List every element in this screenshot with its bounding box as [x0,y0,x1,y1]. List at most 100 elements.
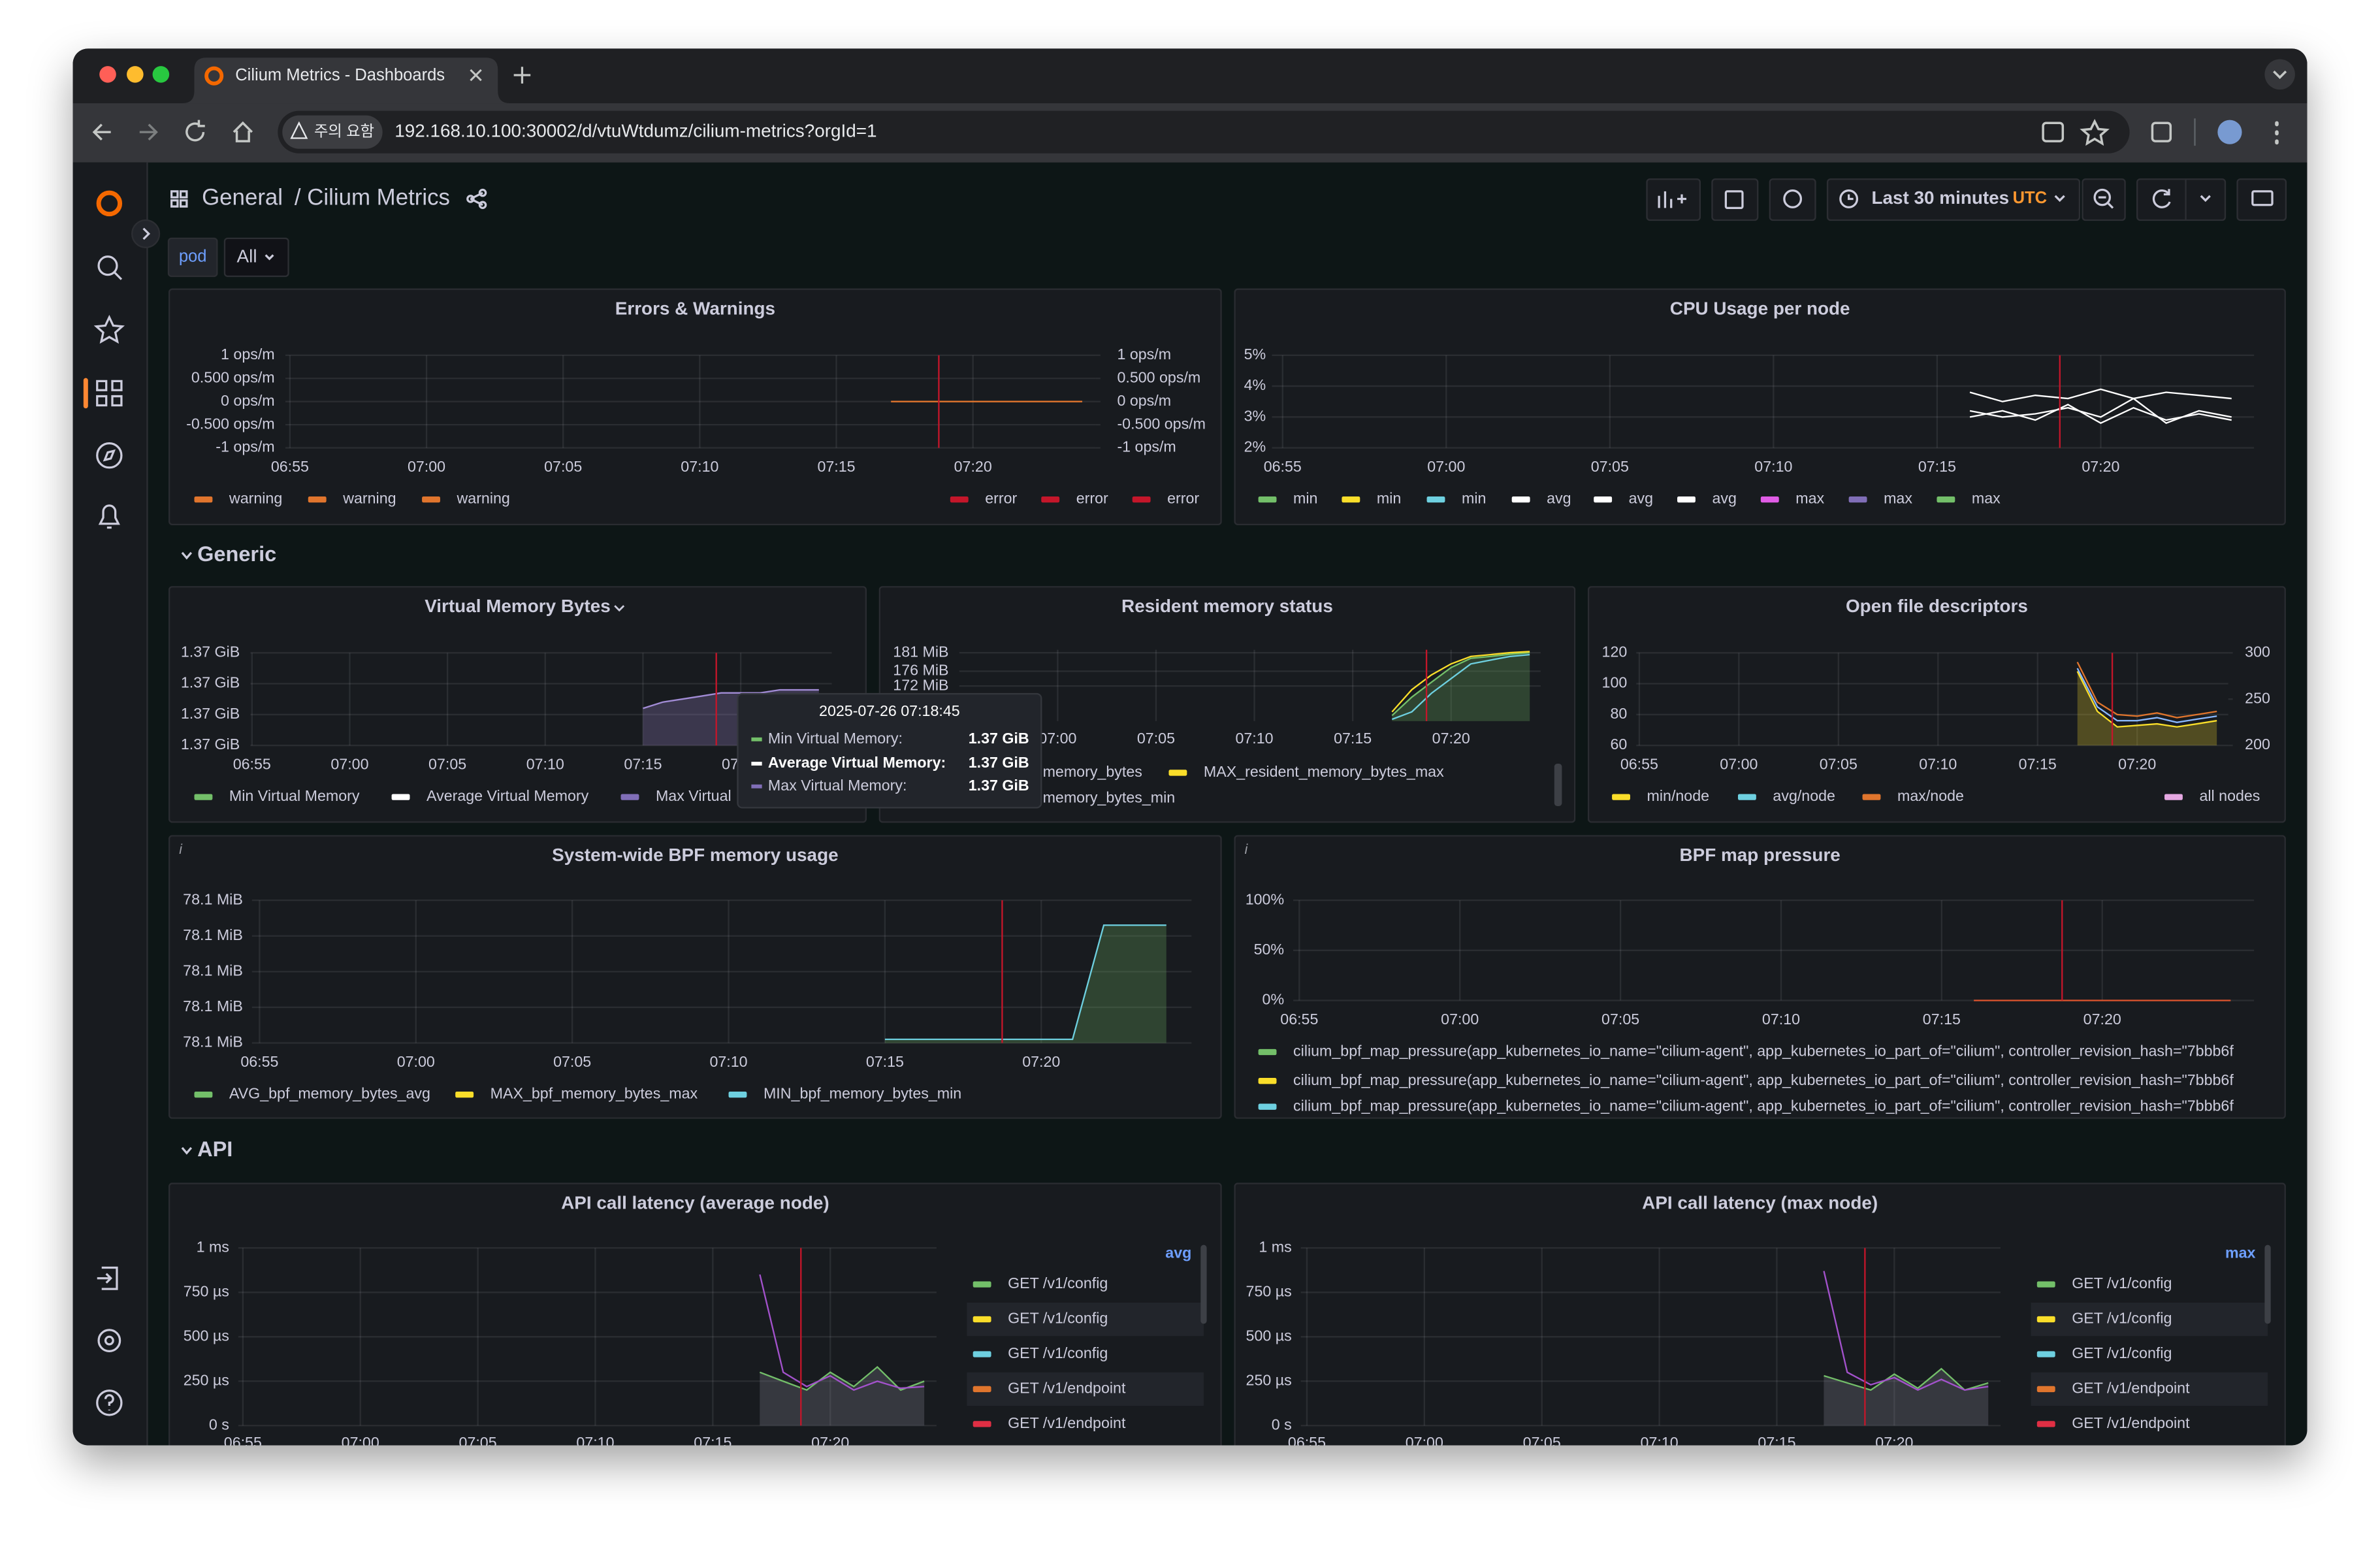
legend-label[interactable]: Min Virtual Memory [229,787,360,804]
legend-label[interactable]: max [1795,490,1824,507]
variable-select[interactable] [223,237,289,278]
security-chip[interactable] [282,115,383,149]
legend-label[interactable]: Average Virtual Memory [426,787,589,804]
legend-label[interactable]: cilium_bpf_map_pressure(app_kubernetes_i… [1293,1097,2234,1114]
forward[interactable] [139,123,158,141]
y-tick-label: 500 µs [1246,1327,1292,1344]
legend-label[interactable]: error [1167,490,1199,507]
x-tick-label: 06:55 [1280,1011,1318,1028]
legend-label[interactable]: max [1972,490,2001,507]
legend-label[interactable]: Max Virtual [656,787,732,804]
legend-label[interactable]: avg [1629,490,1653,507]
save-dashboard[interactable] [1711,178,1759,221]
row-collapse[interactable] [181,1146,193,1155]
variable-value: All [237,246,257,266]
zoom-window[interactable] [152,66,170,83]
legend-label[interactable]: GET /v1/config [1008,1310,1108,1327]
legend-label[interactable]: error [1076,490,1108,507]
legend-label[interactable]: min [1293,490,1317,507]
legend-label[interactable]: min [1377,490,1401,507]
legend-label[interactable]: GET /v1/endpoint [1008,1414,1126,1431]
legend-label[interactable]: min/node [1647,787,1710,804]
legend-swatch [973,1351,991,1357]
legend-label[interactable]: avg/node [1773,787,1835,804]
security-label: 주의 요함 [314,122,374,139]
nav-starred[interactable] [93,314,125,344]
nav-dashboards[interactable] [96,380,123,407]
legend-label[interactable]: max/node [1897,787,1964,804]
variable-label-box [167,237,218,278]
tab-search[interactable] [2264,59,2295,90]
legend-row-highlight [967,1372,1204,1406]
row-title[interactable]: Generic [197,542,276,566]
extensions[interactable] [2151,122,2172,142]
sidebar-expand[interactable] [131,219,161,248]
legend-label[interactable]: warning [229,490,282,507]
nav-search[interactable] [97,255,118,276]
new-tab[interactable] [513,67,531,84]
y-tick-label: 100% [1246,890,1284,907]
legend-label[interactable]: min [1462,490,1486,507]
series-line [643,689,819,709]
translate[interactable] [2042,122,2065,142]
legend-label[interactable]: memory_bytes [1043,763,1142,780]
home[interactable] [233,121,253,142]
legend-label[interactable]: MIN_bpf_memory_bytes_min [764,1085,961,1102]
active-tab[interactable] [182,57,510,104]
legend-label[interactable]: MAX_bpf_memory_bytes_max [490,1085,698,1102]
minimize-window[interactable] [127,66,144,83]
nav-search-handle [114,272,123,280]
panel-info[interactable]: i [1245,842,1249,857]
legend-label[interactable]: warning [342,490,396,507]
legend-label[interactable]: all nodes [2199,787,2260,804]
legend-label[interactable]: GET /v1/config [2072,1310,2172,1327]
bookmark[interactable] [2080,119,2110,146]
legend-label[interactable]: GET /v1/config [1008,1344,1108,1361]
x-tick-label: 07:20 [2083,1011,2121,1028]
panel-info[interactable]: i [179,842,183,857]
legend-label[interactable]: error [985,490,1017,507]
legend-label[interactable]: cilium_bpf_map_pressure(app_kubernetes_i… [1293,1071,2234,1088]
legend-label[interactable]: AVG_bpf_memory_bytes_avg [229,1085,430,1102]
legend-label[interactable]: MAX_resident_memory_bytes_max [1204,763,1444,780]
dashboard-settings[interactable] [1769,178,1816,221]
tab-close[interactable] [470,69,482,82]
legend-swatch [2036,1351,2055,1357]
legend-label[interactable]: memory_bytes_min [1043,789,1176,806]
sidebar [72,162,148,1446]
row-title[interactable]: API [197,1137,233,1161]
back[interactable] [92,123,111,141]
row-collapse[interactable] [181,551,193,560]
legend-label[interactable]: GET /v1/config [2072,1344,2172,1361]
zoom-out[interactable] [2082,178,2126,221]
refresh[interactable] [2136,178,2227,221]
legend-label[interactable]: max [1884,490,1912,507]
legend-label[interactable]: GET /v1/endpoint [2072,1414,2190,1431]
legend-label[interactable]: GET /v1/endpoint [2072,1380,2190,1397]
legend-label[interactable]: avg [1547,490,1571,507]
close-window[interactable] [99,66,116,83]
address-bar[interactable] [278,110,2130,154]
legend-label[interactable]: avg [1712,490,1736,507]
breadcrumb-root[interactable]: General [202,185,283,210]
y-tick-label: 1.37 GiB [181,674,240,691]
time-picker[interactable] [1826,178,2081,221]
add-panel[interactable] [1646,178,1701,221]
panel-body: API call latency (max node) 1 ms 750 µs 500… [1234,1182,2286,1446]
nav-settings[interactable] [97,1329,121,1352]
nav-explore[interactable] [96,442,123,469]
legend-label[interactable]: GET /v1/config [1008,1275,1108,1291]
y-tick-label: -1 ops/m [216,438,274,455]
y-tick-label: -0.500 ops/m [186,415,275,432]
grafana-logo[interactable] [96,190,123,217]
legend-label[interactable]: GET /v1/config [2072,1275,2172,1291]
profile[interactable] [2217,120,2242,144]
legend-label[interactable]: warning [457,490,510,507]
legend-label[interactable]: cilium_bpf_map_pressure(app_kubernetes_i… [1293,1043,2234,1060]
nav-alerting[interactable] [98,504,120,529]
nav-help[interactable] [96,1389,123,1416]
reload[interactable] [185,120,205,142]
view-mode[interactable] [2236,178,2287,221]
legend-label[interactable]: GET /v1/endpoint [1008,1380,1126,1397]
nav-sign-in[interactable] [97,1266,118,1290]
